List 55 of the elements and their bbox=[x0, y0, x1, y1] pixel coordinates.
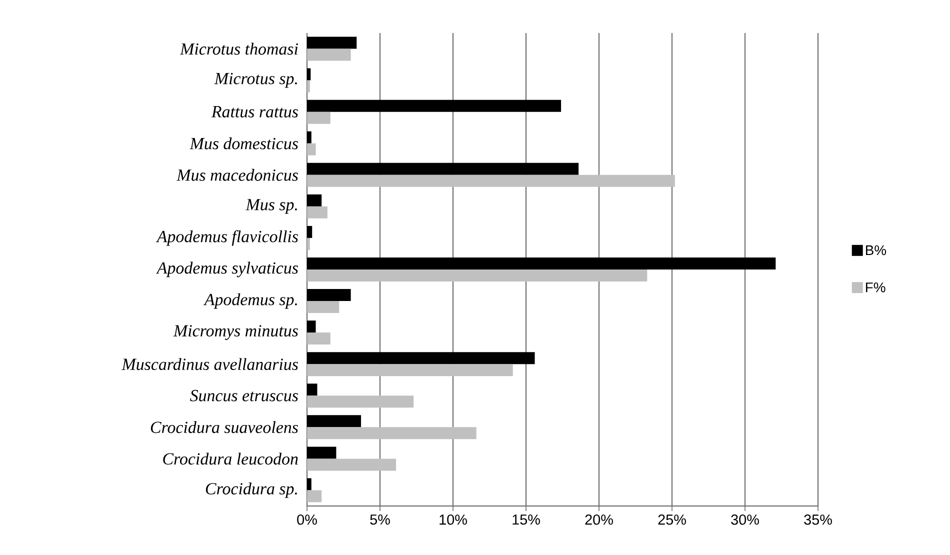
y-tick-label: Suncus etruscus bbox=[190, 390, 298, 402]
bar bbox=[307, 238, 310, 250]
bar bbox=[307, 226, 312, 238]
y-tick-label: Crocidura suaveolens bbox=[150, 421, 298, 434]
y-tick-label: Microtus thomasi bbox=[180, 42, 298, 55]
bar bbox=[307, 257, 776, 270]
bar bbox=[307, 427, 476, 440]
bar bbox=[307, 446, 336, 459]
bar bbox=[307, 384, 318, 396]
bar bbox=[307, 162, 579, 175]
bar bbox=[307, 174, 675, 187]
bar bbox=[307, 206, 328, 218]
bar bbox=[307, 48, 351, 61]
bar bbox=[307, 332, 330, 345]
y-tick-label: Microtus sp. bbox=[214, 72, 297, 88]
y-tick-label: Micromys minutus bbox=[173, 325, 298, 340]
legend-label: B% bbox=[866, 245, 886, 256]
bar bbox=[307, 100, 562, 112]
y-tick-label: Apodemus sp. bbox=[203, 293, 297, 309]
y-tick-label: Rattus rattus bbox=[211, 106, 298, 118]
x-tick-label: 0% bbox=[297, 514, 317, 525]
bar bbox=[307, 68, 311, 80]
bar bbox=[307, 131, 312, 144]
y-tick-label: Mus sp. bbox=[246, 199, 297, 214]
bar bbox=[307, 415, 362, 428]
bar bbox=[307, 364, 513, 376]
y-tick-label: Apodemus flavicollis bbox=[156, 230, 298, 246]
bar bbox=[307, 143, 316, 156]
y-tick-label: Muscardinus avellanarius bbox=[122, 358, 298, 370]
y-tick-label: Mus domesticus bbox=[190, 137, 298, 150]
bar bbox=[307, 458, 396, 471]
x-tick-label: 30% bbox=[731, 514, 759, 525]
bar bbox=[307, 36, 357, 49]
legend-label: F% bbox=[866, 282, 886, 292]
x-tick-label: 25% bbox=[658, 514, 686, 525]
y-tick-label: Apodemus sylvaticus bbox=[156, 262, 298, 278]
bar bbox=[307, 320, 316, 333]
bar bbox=[307, 269, 648, 282]
bar bbox=[307, 289, 351, 302]
bar bbox=[307, 194, 322, 206]
bar bbox=[307, 396, 414, 408]
x-tick-label: 35% bbox=[804, 514, 832, 525]
bar bbox=[307, 352, 535, 364]
x-tick-label: 10% bbox=[440, 514, 467, 525]
bar bbox=[307, 490, 322, 502]
x-tick-label: 20% bbox=[585, 514, 613, 525]
bar bbox=[307, 80, 310, 92]
y-tick-label: Crocidura leucodon bbox=[163, 452, 298, 465]
x-tick-label: 15% bbox=[512, 514, 540, 525]
y-tick-label: Mus macedonicus bbox=[176, 168, 298, 181]
bar bbox=[307, 112, 330, 124]
x-tick-label: 5% bbox=[370, 514, 390, 525]
bar bbox=[307, 478, 312, 490]
bar bbox=[307, 301, 340, 314]
y-tick-label: Crocidura sp. bbox=[206, 482, 297, 498]
